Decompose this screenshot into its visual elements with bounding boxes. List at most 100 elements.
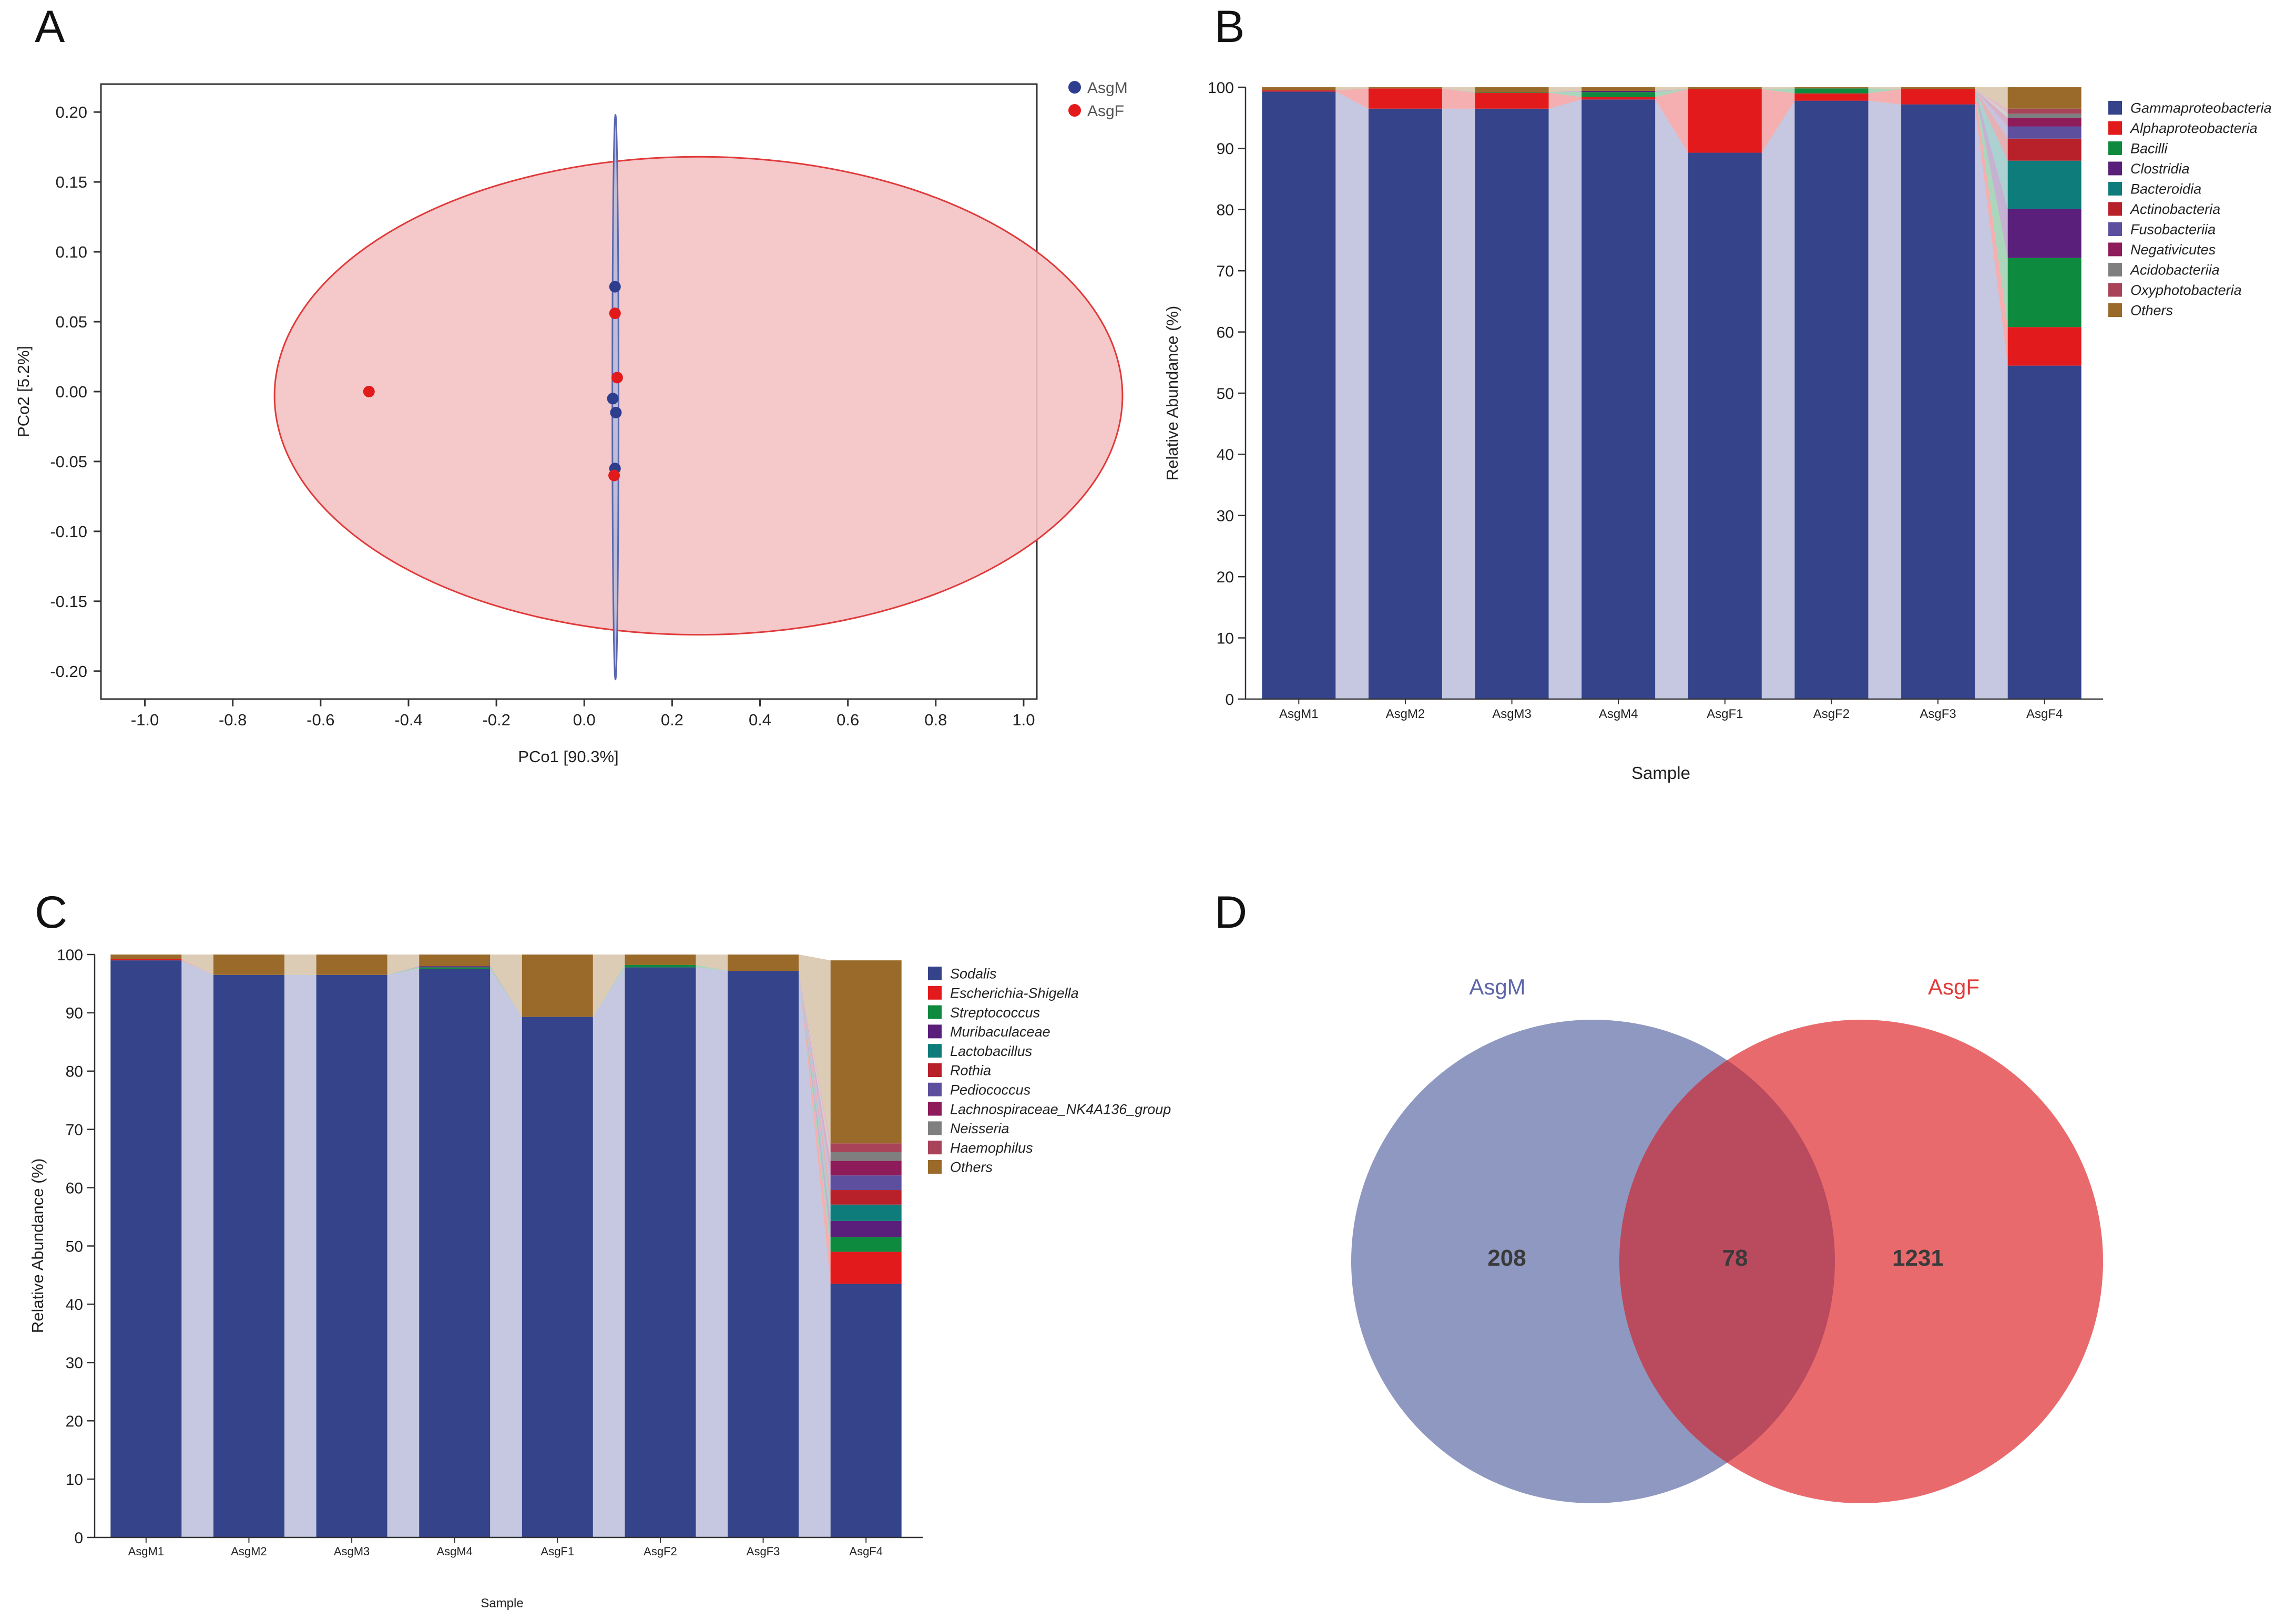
genus-bar-segment — [419, 966, 491, 968]
venn-label-asgf: AsgF — [1928, 974, 1979, 999]
class-legend-label: Fusobacteriia — [2130, 222, 2216, 238]
genus-abundance-chart: AsgM1 AsgM2 AsgM3 AsgM4 AsgF1 AsgF2 AsgF3 AsgF4… — [28, 947, 1171, 1610]
class-legend-swatch — [2108, 303, 2122, 317]
class-bar-segment — [1368, 108, 1442, 700]
pcoa-y-axis-label: PCo2 [5.2%] — [14, 346, 33, 437]
class-bar-segment — [1581, 97, 1656, 100]
class-x-tick-label: AsgF3 — [1920, 707, 1956, 721]
class-bar-segment — [1262, 87, 1336, 90]
panel-label-d: D — [1215, 887, 1247, 938]
genus-x-tick-label: AsgF4 — [849, 1545, 883, 1558]
genus-y-tick-label: 70 — [66, 1122, 83, 1139]
class-y-tick-label: 60 — [1217, 324, 1234, 341]
pcoa-point-asgf — [609, 307, 621, 320]
genus-bar-segment — [830, 1152, 902, 1161]
genus-connector-band — [490, 967, 522, 1017]
class-connector-band — [1975, 89, 2008, 139]
genus-connector-band — [799, 971, 831, 1537]
class-connector-band — [1442, 88, 1475, 109]
genus-legend-label: Lactobacillus — [950, 1043, 1032, 1059]
genus-legend-label: Sodalis — [950, 966, 997, 982]
class-abundance-plot: AsgM1 AsgM2 AsgM3 AsgM4 AsgF1 AsgF2 AsgF3 AsgF4… — [1208, 79, 2103, 721]
class-legend-swatch — [2108, 283, 2122, 297]
class-legend: Gammaproteobacteria Alphaproteobacteria Ba… — [2108, 100, 2272, 319]
genus-legend-swatch — [928, 1082, 942, 1096]
class-legend-swatch — [2108, 222, 2122, 236]
genus-connector-band — [181, 960, 213, 1537]
genus-x-tick-label: AsgF3 — [747, 1545, 780, 1558]
genus-connector-band — [284, 974, 317, 1537]
genus-bar-segment — [830, 1190, 902, 1205]
class-legend-label: Bacilli — [2130, 141, 2168, 157]
genus-legend-label: Others — [950, 1160, 993, 1175]
class-x-tick-label: AsgF1 — [1707, 707, 1743, 721]
class-legend-label: Acidobacteriia — [2129, 262, 2220, 278]
class-y-tick-label: 10 — [1217, 630, 1234, 647]
pcoa-y-tick-label: -0.20 — [50, 662, 87, 681]
genus-x-tick-label: AsgM3 — [334, 1545, 370, 1558]
pcoa-axes: -1.0 -0.8 -0.6 -0.4 -0.2 0.0 0.2 0.4 0.6 0.8 1.0 0.… — [50, 103, 1035, 729]
pcoa-point-asgm — [609, 281, 621, 293]
venn-count-asgm-only: 208 — [1487, 1245, 1526, 1271]
class-y-tick-label: 80 — [1217, 202, 1234, 219]
pcoa-y-tick-label: 0.10 — [56, 243, 87, 261]
genus-x-tick-label: AsgF2 — [644, 1545, 677, 1558]
genus-y-tick-label: 0 — [74, 1530, 83, 1547]
class-legend-swatch — [2108, 263, 2122, 276]
genus-bar-segment — [830, 1175, 902, 1191]
genus-bar-segment — [110, 955, 182, 959]
pcoa-ellipses — [273, 114, 1124, 681]
genus-y-tick-label: 30 — [66, 1355, 83, 1372]
pcoa-x-tick-label: -0.4 — [394, 711, 422, 729]
class-y-tick-label: 30 — [1217, 508, 1234, 525]
genus-connector-band — [490, 969, 522, 1537]
class-y-tick-label: 0 — [1225, 691, 1234, 709]
class-x-tick-label: AsgF2 — [1813, 707, 1850, 721]
pcoa-x-tick-label: 0.0 — [573, 711, 596, 729]
genus-bar-segment — [625, 967, 696, 1537]
class-connector-band — [1761, 89, 1795, 153]
class-legend-label: Alphaproteobacteria — [2129, 120, 2258, 136]
class-bar-segment — [1794, 88, 1869, 94]
class-bar-segment — [1262, 90, 1336, 92]
genus-x-tick-label: AsgF1 — [541, 1545, 575, 1558]
genus-bar-segment — [110, 959, 182, 961]
genus-legend-label: Muribaculaceae — [950, 1024, 1050, 1040]
genus-y-tick-label: 90 — [66, 1005, 83, 1022]
genus-bar-segment — [316, 955, 387, 975]
genus-legend-label: Haemophilus — [950, 1140, 1033, 1156]
genus-connector-band — [799, 955, 831, 1144]
class-connector-band — [1548, 87, 1582, 93]
confidence-ellipse-asgf — [273, 156, 1124, 636]
class-connector-band — [1975, 89, 2008, 209]
genus-connector-band — [696, 967, 728, 1537]
class-x-tick-label: AsgM3 — [1492, 707, 1532, 721]
class-bar-segment — [1475, 87, 1549, 93]
class-connector-band — [1975, 89, 2008, 258]
class-bar-segment — [1475, 93, 1549, 109]
pcoa-legend-marker-asgf — [1068, 104, 1081, 117]
genus-bar-segment — [419, 967, 491, 969]
class-connector-band — [1442, 108, 1475, 700]
genus-y-tick-label: 10 — [66, 1471, 83, 1489]
pcoa-point-asgf — [363, 386, 375, 397]
class-legend-swatch — [2108, 242, 2122, 257]
panel-label-a: A — [35, 2, 65, 52]
genus-abundance-plot: AsgM1 AsgM2 AsgM3 AsgM4 AsgF1 AsgF2 AsgF3 AsgF4… — [57, 947, 923, 1558]
genus-bar-segment — [830, 1161, 902, 1176]
genus-y-tick-label: 40 — [66, 1296, 83, 1314]
class-bar-segment — [1581, 87, 1656, 91]
genus-legend-swatch — [928, 1141, 942, 1155]
pcoa-point-asgm — [610, 406, 622, 418]
genus-y-tick-label: 20 — [66, 1413, 83, 1430]
class-connector-band — [1975, 104, 2008, 699]
class-x-tick-label: AsgM1 — [1279, 707, 1319, 721]
class-bar-segment — [1688, 87, 1762, 89]
class-connector-band — [1335, 87, 1369, 90]
genus-connector-band — [799, 971, 831, 1191]
genus-y-axis-label: Relative Abundance (%) — [28, 1158, 47, 1333]
genus-bar-segment — [830, 1237, 902, 1252]
genus-bar-segment — [830, 960, 902, 1144]
class-y-tick-label: 50 — [1217, 385, 1234, 403]
genus-bar-segment — [213, 974, 284, 1537]
